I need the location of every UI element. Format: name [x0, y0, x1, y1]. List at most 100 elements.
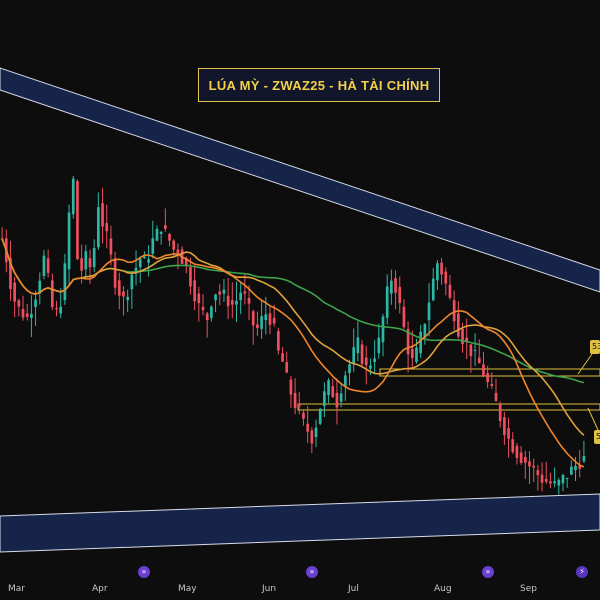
candle-body: [519, 452, 523, 463]
calendar-icon[interactable]: »: [306, 566, 318, 578]
candle-body: [503, 417, 506, 436]
candle-body: [251, 311, 255, 326]
candle-body: [302, 412, 305, 419]
candle-body: [34, 299, 37, 307]
candle-body: [88, 258, 92, 268]
candle-body: [523, 456, 527, 463]
candle-body: [348, 364, 351, 374]
candle-body: [553, 481, 556, 484]
candle-body: [230, 300, 234, 305]
candle-body: [331, 386, 335, 398]
candle-body: [117, 280, 121, 296]
leader-upper: [577, 353, 593, 375]
candle-body: [277, 331, 280, 351]
candle-body: [130, 274, 134, 290]
candle-body: [84, 251, 88, 270]
calendar-icon[interactable]: »: [138, 566, 150, 578]
x-axis-label: Apr: [92, 584, 108, 594]
candle-body: [532, 465, 536, 468]
candle-body: [511, 439, 515, 453]
candle-body: [448, 284, 452, 298]
candle-body: [97, 207, 100, 248]
candle-body: [193, 280, 196, 302]
lower-channel-band: [0, 493, 600, 553]
candle-body: [360, 344, 364, 364]
candle-body: [477, 357, 481, 364]
candle-body: [176, 249, 180, 254]
candle-body: [159, 231, 163, 234]
calendar-icon[interactable]: »: [482, 566, 494, 578]
candle-body: [410, 348, 414, 359]
candle-body: [247, 298, 251, 304]
candle-body: [352, 347, 356, 365]
candle-body: [197, 293, 201, 304]
candle-body: [92, 248, 96, 268]
candle-body: [486, 373, 489, 383]
candle-body: [260, 316, 263, 329]
upper-channel-band: [0, 67, 600, 293]
candle-body: [561, 474, 565, 484]
candle-body: [364, 357, 368, 366]
candle-body: [473, 349, 477, 351]
candle-body: [71, 178, 75, 215]
annotation-leaders: [577, 353, 599, 431]
resistance-zone: [379, 368, 600, 377]
candle-body: [76, 181, 79, 260]
candle-body: [381, 316, 385, 343]
candle-body: [25, 313, 29, 317]
x-axis-label: Mar: [8, 584, 25, 594]
candle-body: [323, 391, 326, 407]
candle-body: [507, 428, 510, 439]
candle-body: [151, 238, 155, 254]
candle-body: [528, 461, 531, 467]
candle-body: [557, 479, 561, 486]
candle-body: [570, 466, 573, 475]
candle-body: [46, 258, 50, 273]
candle-body: [264, 314, 268, 321]
candle-body: [67, 212, 71, 270]
x-axis-label: Jun: [262, 584, 277, 594]
candle-body: [172, 240, 176, 250]
candle-body: [565, 477, 569, 479]
candle-body: [402, 306, 406, 328]
support-zone: [297, 403, 600, 411]
candle-body: [235, 300, 238, 305]
candle-body: [490, 384, 494, 386]
candle-body: [582, 456, 586, 462]
candle-body: [398, 286, 402, 304]
candle-body: [293, 392, 297, 409]
candle-body: [63, 263, 67, 301]
candle-body: [184, 258, 188, 266]
candle-body: [369, 365, 372, 369]
candle-body: [314, 427, 318, 438]
candle-body: [50, 280, 54, 308]
lightning-icon[interactable]: ⚡: [576, 566, 588, 578]
candle-body: [134, 267, 138, 274]
candle-body: [494, 392, 498, 402]
candle-body: [406, 328, 410, 355]
candle-body: [239, 292, 243, 301]
candle-body: [461, 328, 464, 345]
candle-body: [256, 324, 259, 329]
moving-averages: [1, 238, 585, 468]
candle-body: [205, 313, 209, 321]
candle-body: [17, 300, 21, 307]
candle-body: [21, 309, 25, 318]
x-axis-label: May: [178, 584, 197, 594]
price-tag: 53: [590, 340, 600, 354]
candle-body: [540, 474, 544, 483]
candle-body: [377, 337, 381, 354]
candle-body: [343, 375, 347, 387]
candle-body: [436, 263, 439, 281]
candle-body: [394, 278, 397, 293]
candle-body: [427, 302, 431, 321]
candle-body: [289, 379, 293, 395]
candle-body: [143, 256, 146, 259]
candle-body: [155, 228, 159, 241]
candle-body: [243, 291, 247, 294]
candle-body: [163, 225, 167, 229]
candle-body: [318, 408, 322, 424]
candle-body: [335, 392, 339, 408]
candle-body: [574, 465, 577, 471]
